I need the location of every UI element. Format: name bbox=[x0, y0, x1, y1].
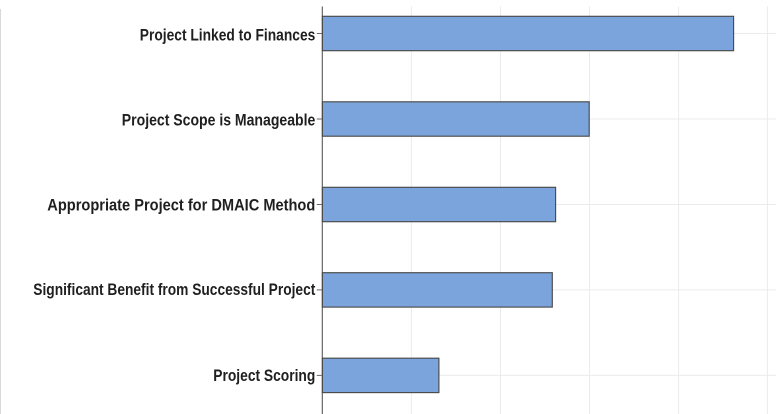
svg-text:Project Scoring: Project Scoring bbox=[213, 367, 315, 385]
svg-text:Project Scope is Manageable: Project Scope is Manageable bbox=[122, 111, 316, 129]
svg-text:Project Linked to Finances: Project Linked to Finances bbox=[140, 26, 316, 44]
svg-text:Appropriate Project for DMAIC: Appropriate Project for DMAIC Method bbox=[47, 196, 315, 214]
svg-text:Significant Benefit from Succe: Significant Benefit from Successful Proj… bbox=[33, 281, 316, 299]
